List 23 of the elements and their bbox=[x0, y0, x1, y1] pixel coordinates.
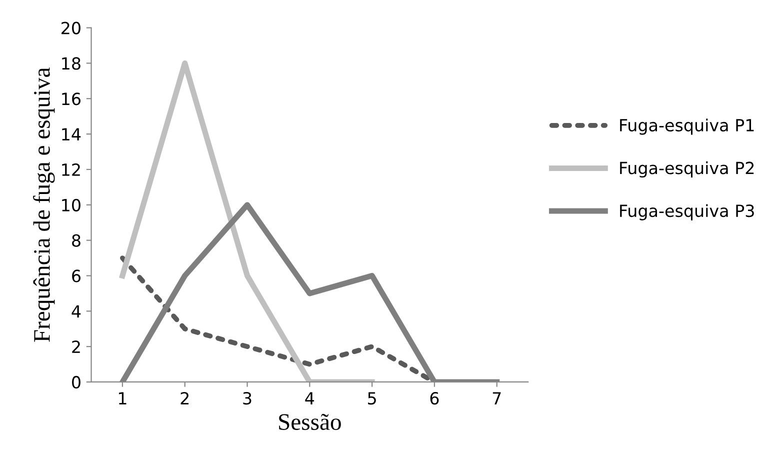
y-tick-label: 2 bbox=[72, 340, 80, 353]
x-tick-label: 5 bbox=[368, 392, 376, 405]
legend-label: Fuga-esquiva P2 bbox=[620, 161, 754, 178]
legend-label: Fuga-esquiva P1 bbox=[620, 118, 754, 135]
x-axis-title: Sessão bbox=[279, 414, 341, 430]
y-tick-label: 8 bbox=[72, 234, 80, 247]
x-tick-label: 4 bbox=[305, 392, 314, 404]
y-tick-label: 16 bbox=[62, 92, 80, 106]
x-tick-label: 7 bbox=[492, 392, 501, 404]
x-tick-label: 6 bbox=[430, 392, 439, 405]
legend-label: Fuga-esquiva P3 bbox=[620, 204, 754, 220]
x-tick-label: 1 bbox=[118, 392, 126, 404]
y-tick-label: 12 bbox=[62, 163, 80, 176]
y-tick-label: 14 bbox=[62, 128, 81, 140]
y-axis-title: Frequência de fuga e esquiva bbox=[33, 68, 55, 342]
y-tick-label: 10 bbox=[62, 198, 80, 212]
y-tick-label: 18 bbox=[62, 57, 80, 70]
y-tick-label: 0 bbox=[72, 376, 80, 389]
y-tick-label: 4 bbox=[72, 305, 81, 318]
y-tick-label: 6 bbox=[72, 270, 80, 282]
x-tick-label: 2 bbox=[180, 392, 188, 404]
y-tick-label: 20 bbox=[62, 22, 80, 34]
x-tick-label: 3 bbox=[243, 392, 252, 405]
